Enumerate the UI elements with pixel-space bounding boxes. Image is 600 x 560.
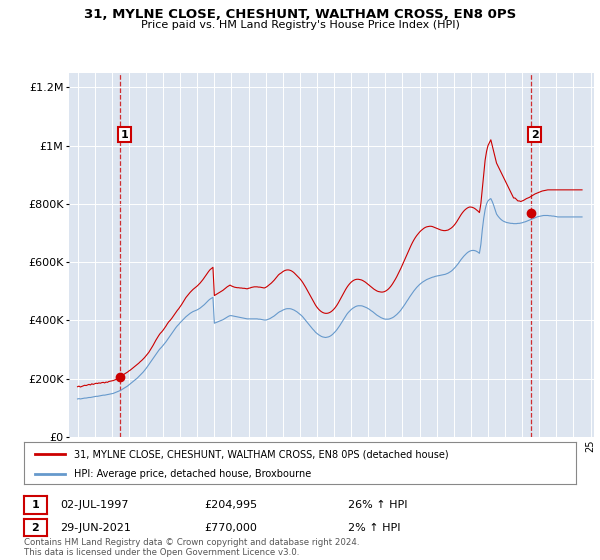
Text: £770,000: £770,000: [204, 522, 257, 533]
Text: 02-JUL-1997: 02-JUL-1997: [60, 500, 128, 510]
Text: £204,995: £204,995: [204, 500, 257, 510]
Text: 31, MYLNE CLOSE, CHESHUNT, WALTHAM CROSS, EN8 0PS (detached house): 31, MYLNE CLOSE, CHESHUNT, WALTHAM CROSS…: [74, 449, 448, 459]
Text: Contains HM Land Registry data © Crown copyright and database right 2024.
This d: Contains HM Land Registry data © Crown c…: [24, 538, 359, 557]
Text: 2% ↑ HPI: 2% ↑ HPI: [348, 522, 401, 533]
Text: 1: 1: [32, 500, 39, 510]
Text: 1: 1: [121, 130, 128, 139]
Text: 31, MYLNE CLOSE, CHESHUNT, WALTHAM CROSS, EN8 0PS: 31, MYLNE CLOSE, CHESHUNT, WALTHAM CROSS…: [84, 8, 516, 21]
Text: Price paid vs. HM Land Registry's House Price Index (HPI): Price paid vs. HM Land Registry's House …: [140, 20, 460, 30]
Text: 2: 2: [531, 130, 538, 139]
Text: HPI: Average price, detached house, Broxbourne: HPI: Average price, detached house, Brox…: [74, 469, 311, 479]
Text: 26% ↑ HPI: 26% ↑ HPI: [348, 500, 407, 510]
Text: 29-JUN-2021: 29-JUN-2021: [60, 522, 131, 533]
Text: 2: 2: [32, 522, 39, 533]
